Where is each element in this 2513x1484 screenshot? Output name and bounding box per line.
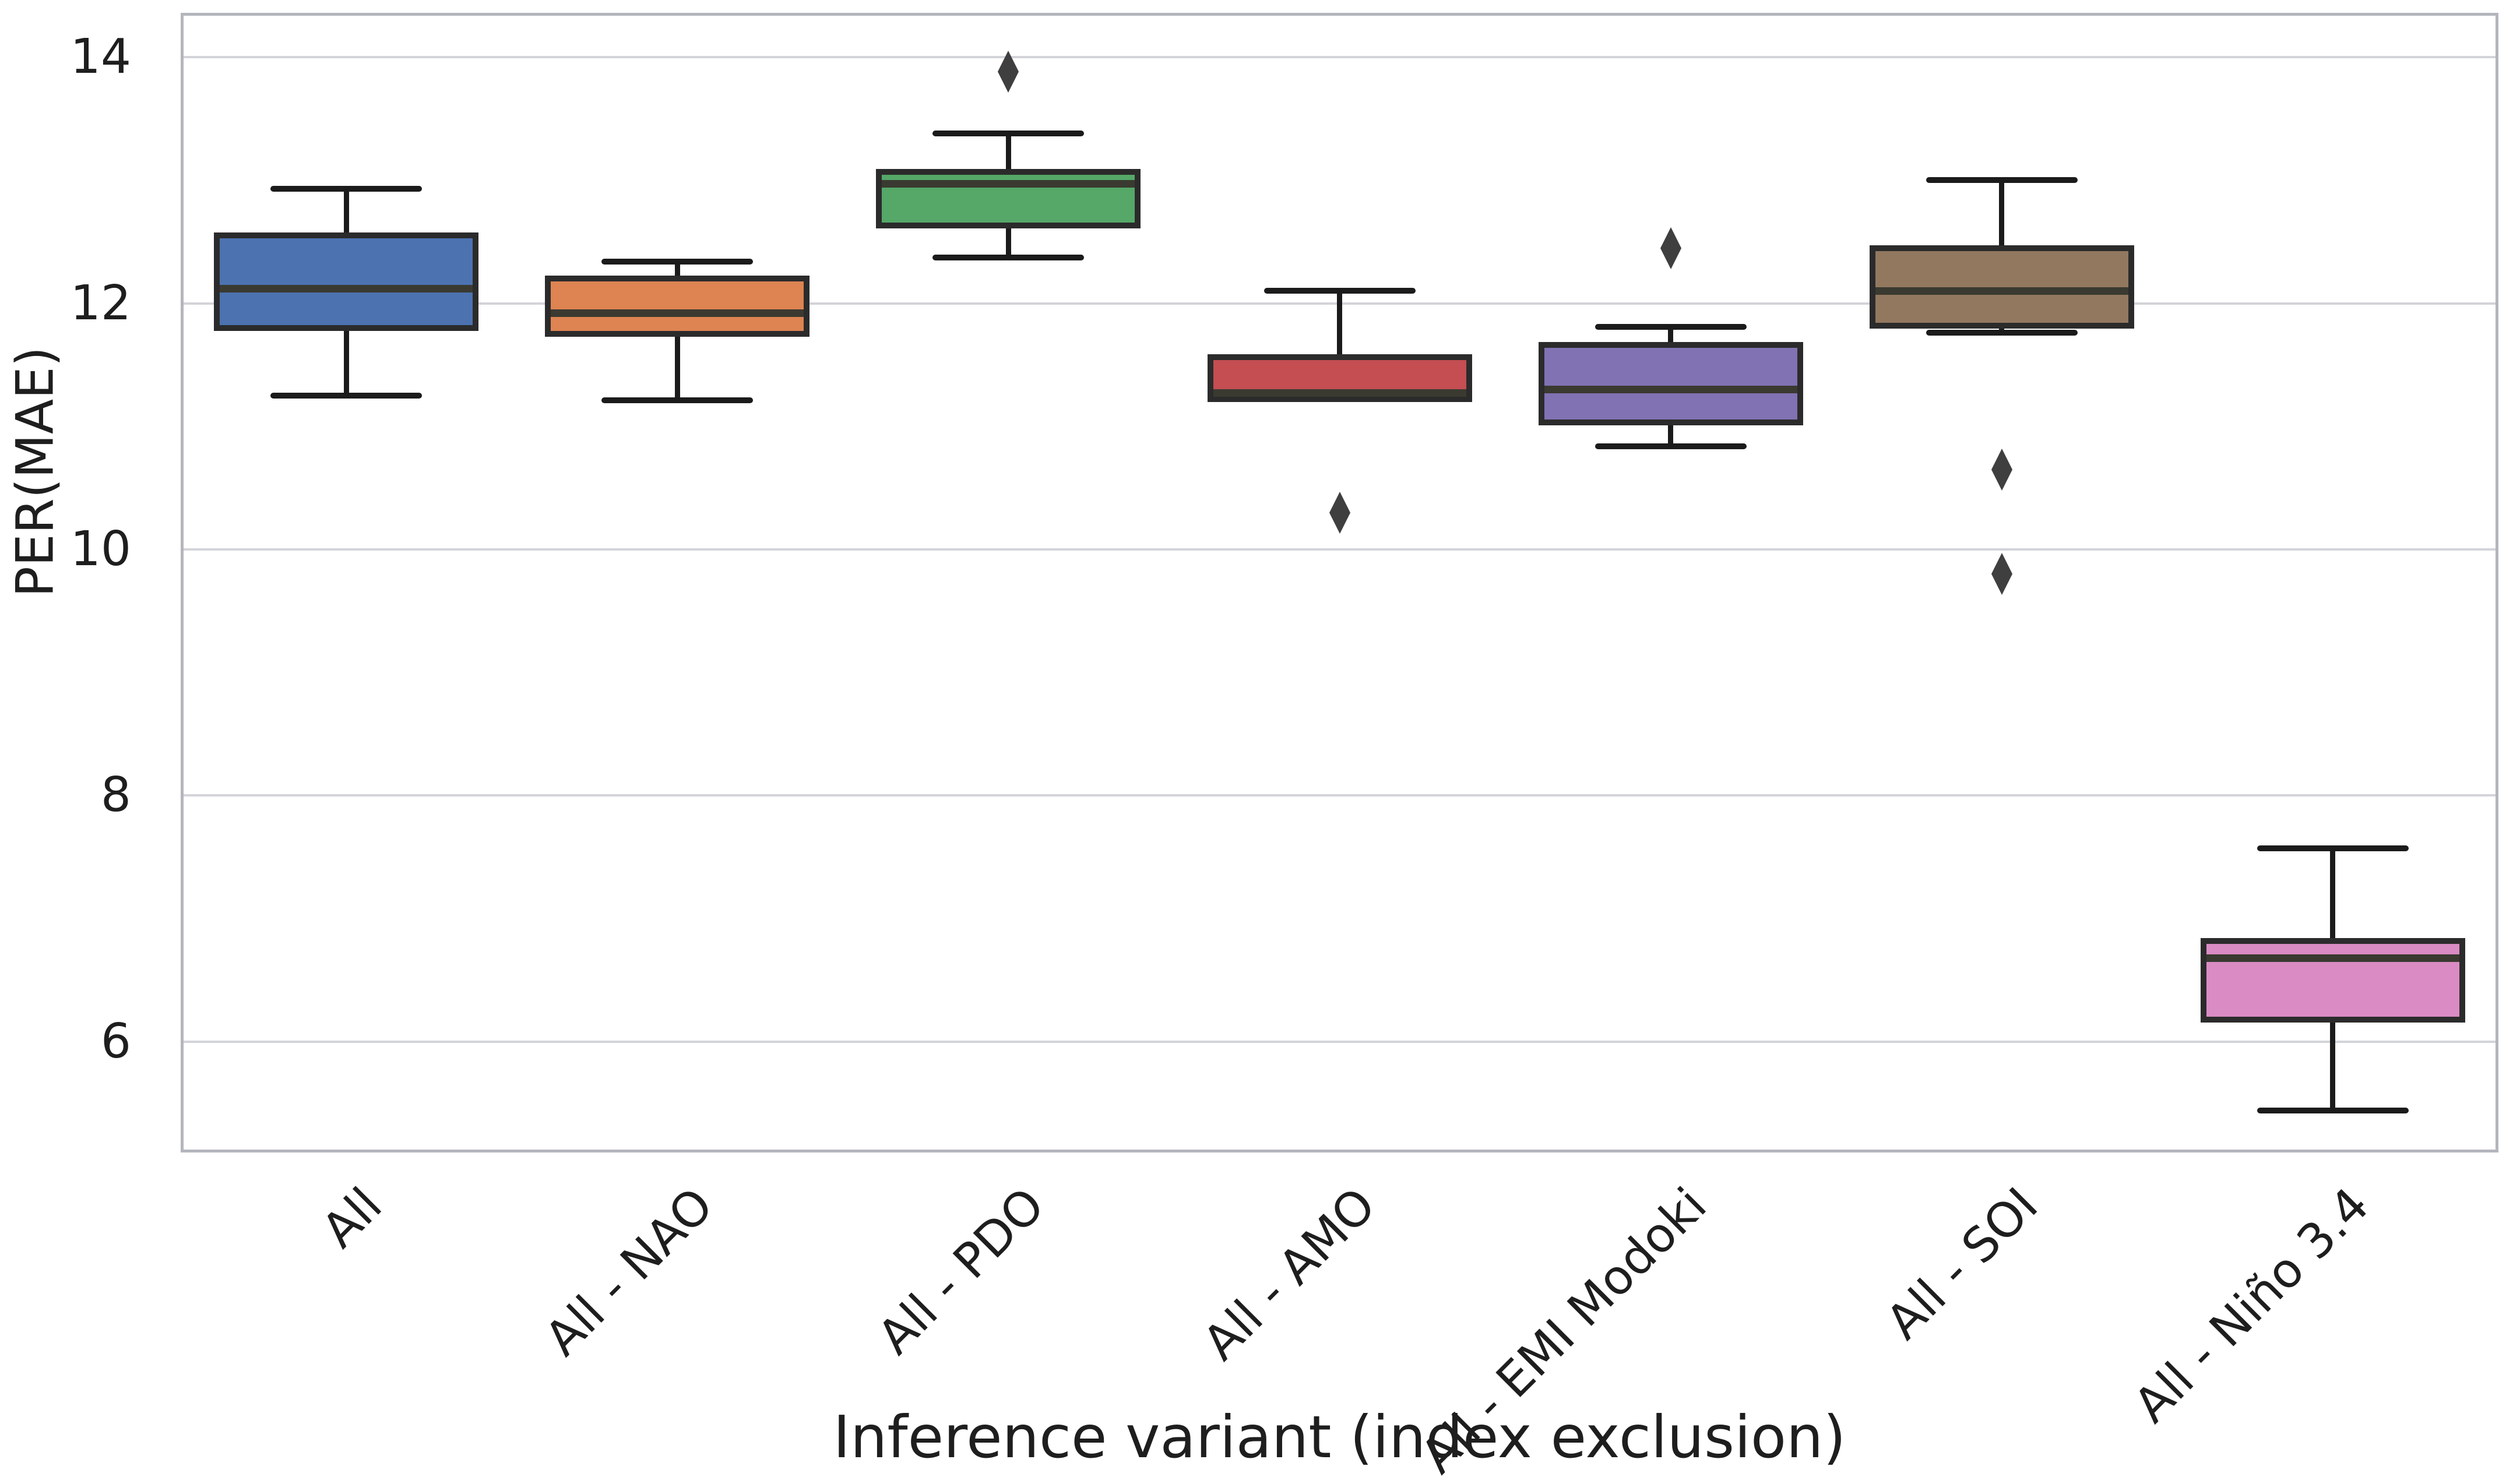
box-rect bbox=[214, 232, 479, 331]
gridline bbox=[184, 548, 2496, 551]
whisker-cap-bottom bbox=[2257, 1108, 2409, 1114]
whisker-cap-top bbox=[1595, 323, 1747, 330]
x-tick-label: All - NAO bbox=[534, 1177, 724, 1367]
plot-area bbox=[181, 13, 2498, 1152]
y-axis-label: PER(MAE) bbox=[5, 346, 65, 598]
median-line bbox=[1875, 287, 2128, 295]
y-tick-label: 12 bbox=[70, 275, 131, 331]
box-rect bbox=[876, 168, 1141, 229]
outlier-marker bbox=[1660, 227, 1681, 272]
whisker-cap-top bbox=[1926, 177, 2078, 184]
median-line bbox=[1544, 385, 1797, 393]
whisker-cap-top bbox=[601, 258, 754, 265]
median-line bbox=[551, 309, 804, 317]
gridline bbox=[184, 56, 2496, 58]
whisker-cap-top bbox=[2257, 845, 2409, 852]
outlier-marker bbox=[1991, 553, 2012, 597]
whisker-cap-bottom bbox=[601, 397, 754, 404]
x-tick-label: All - PDO bbox=[867, 1177, 1055, 1365]
gridline bbox=[184, 794, 2496, 797]
whisker-line bbox=[1337, 291, 1342, 400]
box-rect bbox=[2200, 937, 2465, 1023]
outlier-marker bbox=[1329, 491, 1350, 536]
x-tick-label: All - AMO bbox=[1192, 1177, 1386, 1372]
x-tick-label: All - SOI bbox=[1875, 1177, 2049, 1351]
y-tick-label: 8 bbox=[100, 767, 131, 823]
y-tick-label: 14 bbox=[70, 29, 131, 84]
gridline bbox=[184, 1040, 2496, 1043]
x-axis-title: Inference variant (index exclusion) bbox=[833, 1403, 1846, 1471]
box-rect bbox=[545, 276, 810, 337]
box-rect bbox=[1538, 342, 1803, 426]
outlier-marker bbox=[1991, 448, 2012, 493]
whisker-cap-bottom bbox=[1926, 330, 2078, 336]
whisker-cap-bottom bbox=[270, 392, 423, 399]
whisker-cap-bottom bbox=[1595, 443, 1747, 449]
median-line bbox=[1213, 389, 1466, 397]
y-tick-label: 10 bbox=[70, 521, 131, 577]
whisker-cap-top bbox=[270, 186, 423, 192]
x-tick-label: All - Niño 3.4 bbox=[2123, 1177, 2380, 1434]
box-rect bbox=[1869, 245, 2134, 329]
outlier-marker bbox=[998, 51, 1019, 95]
whisker-cap-top bbox=[932, 131, 1085, 136]
median-line bbox=[882, 180, 1135, 188]
median-line bbox=[2206, 954, 2459, 962]
whisker-cap-top bbox=[1263, 288, 1416, 294]
x-tick-label: All bbox=[312, 1177, 393, 1259]
median-line bbox=[220, 284, 473, 292]
whisker-cap-bottom bbox=[932, 255, 1085, 261]
y-tick-label: 6 bbox=[100, 1013, 131, 1069]
